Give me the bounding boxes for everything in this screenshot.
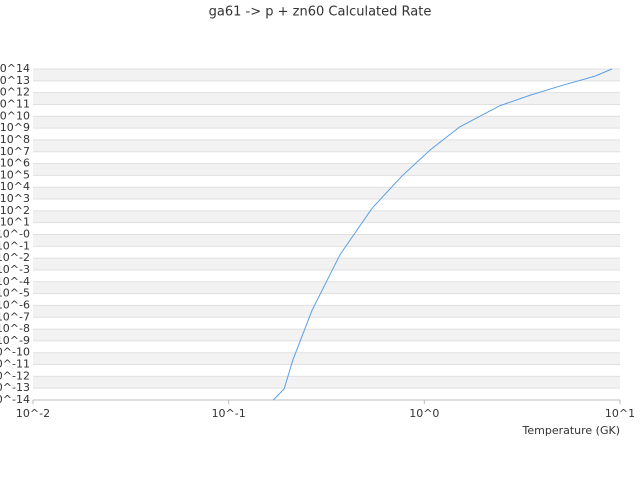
y-tick-label: 10^-1 bbox=[0, 239, 30, 252]
x-axis-label: Temperature (GK) bbox=[522, 424, 621, 437]
y-tick-label: 10^10 bbox=[0, 109, 30, 122]
line bbox=[272, 68, 613, 401]
y-tick-label: 10^12 bbox=[0, 86, 30, 99]
grid-band bbox=[33, 388, 620, 400]
y-tick-label: 10^3 bbox=[0, 192, 30, 205]
grid-band bbox=[33, 364, 620, 377]
y-tick-label: 10^-12 bbox=[0, 369, 30, 382]
grid-band bbox=[33, 139, 620, 152]
grid-band bbox=[33, 258, 620, 270]
y-tick-label: 10^-2 bbox=[0, 251, 30, 264]
y-tick-label: 10^-14 bbox=[0, 393, 30, 406]
y-tick-label: 10^1 bbox=[0, 216, 30, 229]
y-tick-label: 10^4 bbox=[0, 180, 30, 193]
grid-band bbox=[33, 234, 620, 247]
y-tick-label: 10^-6 bbox=[0, 298, 30, 311]
grid-band bbox=[33, 175, 620, 188]
grid-band bbox=[33, 246, 620, 259]
y-tick-label: 10^-3 bbox=[0, 263, 30, 276]
y-tick-label: 10^-0 bbox=[0, 228, 30, 241]
y-tick-label: 10^-8 bbox=[0, 322, 30, 335]
y-tick-label: 10^8 bbox=[0, 133, 30, 146]
y-tick-label: 10^-13 bbox=[0, 381, 30, 394]
y-tick-label: 10^-5 bbox=[0, 287, 30, 300]
grid-band bbox=[33, 92, 620, 105]
grid-band bbox=[33, 128, 620, 140]
grid-band bbox=[33, 222, 620, 235]
y-tick-label: 10^6 bbox=[0, 157, 30, 170]
grid-band bbox=[33, 80, 620, 93]
grid-band bbox=[33, 269, 620, 282]
y-tick-label: 10^-9 bbox=[0, 334, 30, 347]
y-tick-label: 10^-10 bbox=[0, 346, 30, 359]
grid-band bbox=[33, 352, 620, 365]
grid-band bbox=[33, 305, 620, 318]
x-tick-label: 10^-2 bbox=[16, 407, 50, 420]
y-tick-label: 10^2 bbox=[0, 204, 30, 217]
y-tick-label: 10^5 bbox=[0, 168, 30, 181]
grid-band bbox=[33, 340, 620, 353]
grid-band bbox=[33, 317, 620, 330]
grid-band bbox=[33, 329, 620, 341]
chart-title: ga61 -> p + zn60 Calculated Rate bbox=[209, 5, 432, 20]
grid-band bbox=[33, 376, 620, 389]
grid-band bbox=[33, 281, 620, 294]
y-tick-label: 10^13 bbox=[0, 74, 30, 87]
x-tick-label: 10^1 bbox=[605, 407, 635, 420]
grid-band bbox=[33, 104, 620, 117]
y-tick-label: 10^11 bbox=[0, 97, 30, 110]
grid-band bbox=[33, 69, 620, 81]
grid-band bbox=[33, 151, 620, 164]
x-tick-label: 10^0 bbox=[409, 407, 439, 420]
y-tick-label: 10^7 bbox=[0, 145, 30, 158]
x-tick-label: 10^-1 bbox=[212, 407, 246, 420]
grid-band bbox=[33, 116, 620, 129]
grid-band bbox=[33, 187, 620, 200]
grid-band bbox=[33, 199, 620, 211]
grid-band bbox=[33, 210, 620, 223]
y-tick-label: 10^9 bbox=[0, 121, 30, 134]
y-tick-label: 10^-7 bbox=[0, 310, 30, 323]
y-tick-label: 10^14 bbox=[0, 62, 30, 75]
grid-band bbox=[33, 163, 620, 176]
y-tick-label: 10^-4 bbox=[0, 275, 30, 288]
y-tick-label: 10^-11 bbox=[0, 358, 30, 371]
grid-band bbox=[33, 293, 620, 306]
